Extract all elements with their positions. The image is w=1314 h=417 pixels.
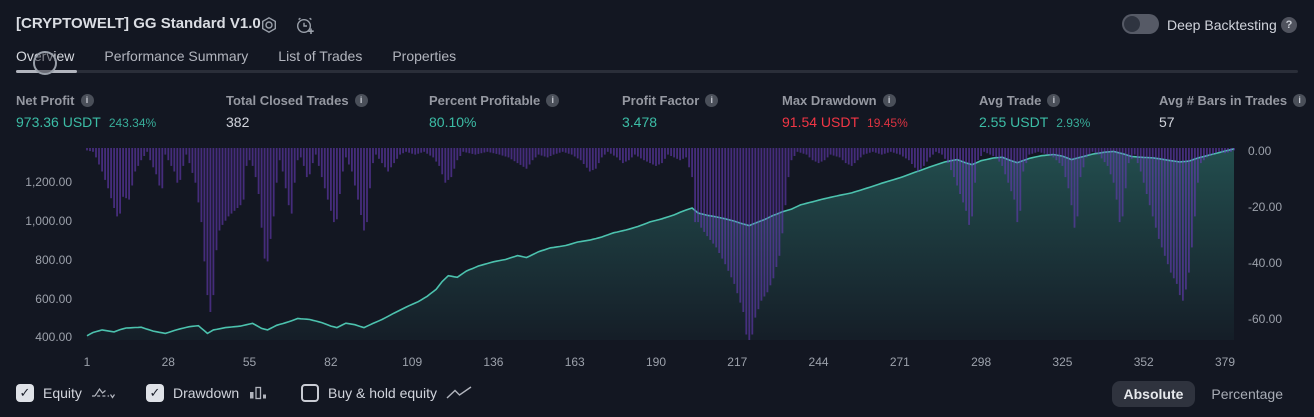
info-icon[interactable]: i	[705, 94, 719, 107]
info-icon[interactable]: i	[1293, 94, 1307, 107]
stat-profit-factor: Profit Factor i 3.478	[622, 93, 719, 130]
axis-tick-label: 28	[161, 355, 175, 369]
stat-label: Max Drawdown	[782, 93, 877, 108]
display-mode-switch: Absolute Percentage	[1111, 380, 1283, 408]
stat-max-drawdown: Max Drawdown i 91.54 USDT 19.45%	[782, 93, 908, 130]
stat-value: 80.10%	[429, 114, 477, 130]
info-icon[interactable]: i	[1047, 94, 1061, 107]
axis-tick-label: 379	[1214, 355, 1236, 369]
stat-label: Total Closed Trades	[226, 93, 349, 108]
tab-performance-summary[interactable]: Performance Summary	[104, 48, 249, 64]
stat-value: 57	[1159, 114, 1175, 130]
drawdown-bars-icon	[248, 385, 268, 401]
axis-tick-label: 244	[808, 355, 829, 369]
drawdown-bars	[86, 148, 1235, 340]
tab-underline-track	[16, 70, 1298, 73]
stat-sub-value: 243.34%	[108, 116, 157, 130]
stat-total-closed-trades: Total Closed Trades i 382	[226, 93, 368, 130]
absolute-mode-button[interactable]: Absolute	[1111, 381, 1196, 407]
axis-tick-label: 600.00	[35, 291, 72, 306]
stat-value: 91.54 USDT	[782, 114, 860, 130]
drawdown-checkbox-group: ✓ Drawdown	[146, 382, 268, 404]
info-icon[interactable]: i	[546, 94, 560, 107]
stat-net-profit: Net Profit i 973.36 USDT 243.34%	[16, 93, 156, 130]
info-icon[interactable]: i	[80, 94, 94, 107]
buy-hold-equity-label[interactable]: Buy & hold equity	[328, 385, 437, 401]
percentage-mode-button[interactable]: Percentage	[1211, 386, 1283, 402]
stat-value: 3.478	[622, 114, 658, 130]
drawdown-checkbox[interactable]: ✓	[146, 384, 164, 402]
equity-curve-icon	[91, 385, 117, 401]
stat-value: 973.36 USDT	[16, 114, 101, 130]
equity-checkbox-label[interactable]: Equity	[43, 385, 82, 401]
axis-tick-label: 1	[83, 355, 91, 369]
axis-tick-label: -20.00	[1248, 199, 1283, 214]
deep-backtesting-toggle[interactable]	[1122, 14, 1159, 34]
equity-line	[86, 148, 1235, 337]
drawdown-checkbox-label[interactable]: Drawdown	[173, 385, 240, 401]
equity-checkbox-group: ✓ Equity	[16, 382, 117, 404]
stat-avg-trade: Avg Trade i 2.55 USDT 2.93%	[979, 93, 1090, 130]
axis-tick-label: 325	[1052, 355, 1073, 369]
info-icon[interactable]: i	[354, 94, 368, 107]
stat-value: 2.55 USDT	[979, 114, 1049, 130]
axis-tick-label: 190	[645, 355, 667, 369]
stat-label: Net Profit	[16, 93, 75, 108]
settings-gear-icon[interactable]	[260, 16, 278, 34]
axis-tick-label: 55	[242, 355, 257, 369]
equity-checkbox[interactable]: ✓	[16, 384, 34, 402]
toggle-knob	[1124, 16, 1140, 32]
buyhold-checkbox-group: ✓ Buy & hold equity	[301, 382, 472, 404]
help-icon[interactable]: ?	[1281, 17, 1297, 33]
axis-tick-label: 1,200.00	[25, 175, 72, 190]
axis-tick-label: 400.00	[35, 330, 72, 345]
deep-backtesting-label: Deep Backtesting	[1167, 17, 1277, 33]
cursor-click-ring	[33, 51, 57, 75]
stat-value: 382	[226, 114, 250, 130]
axis-tick-label: 352	[1133, 355, 1154, 369]
stat-sub-value: 19.45%	[867, 116, 908, 130]
axis-tick-label: 271	[889, 355, 910, 369]
stat-label: Avg Trade	[979, 93, 1042, 108]
tab-list-of-trades[interactable]: List of Trades	[278, 48, 363, 64]
tab-properties[interactable]: Properties	[392, 48, 457, 64]
axis-tick-label: 298	[971, 355, 992, 369]
stat-percent-profitable: Percent Profitable i 80.10%	[429, 93, 560, 130]
axis-tick-label: 217	[727, 355, 748, 369]
buy-hold-line-icon	[446, 386, 472, 400]
axis-tick-label: 82	[324, 355, 338, 369]
add-alert-icon[interactable]	[295, 16, 314, 34]
equity-area	[87, 148, 1234, 340]
buy-hold-equity-checkbox[interactable]: ✓	[301, 384, 319, 402]
info-icon[interactable]: i	[882, 94, 896, 107]
strategy-title: [CRYPTOWELT] GG Standard V1.0	[16, 15, 261, 32]
stat-avg-bars-in-trades: Avg # Bars in Trades i 57	[1159, 93, 1307, 130]
axis-tick-label: 109	[402, 355, 423, 369]
stat-sub-value: 2.93%	[1056, 116, 1091, 130]
axis-tick-label: 800.00	[35, 252, 72, 267]
axis-tick-label: 136	[483, 355, 504, 369]
axis-tick-label: 163	[564, 355, 585, 369]
stat-label: Profit Factor	[622, 93, 700, 108]
axis-tick-label: -40.00	[1248, 255, 1283, 270]
stat-label: Avg # Bars in Trades	[1159, 93, 1288, 108]
axis-tick-label: -60.00	[1248, 312, 1283, 327]
axis-tick-label: 1,000.00	[25, 214, 72, 229]
stat-label: Percent Profitable	[429, 93, 541, 108]
axis-tick-label: 0.00	[1248, 143, 1272, 158]
